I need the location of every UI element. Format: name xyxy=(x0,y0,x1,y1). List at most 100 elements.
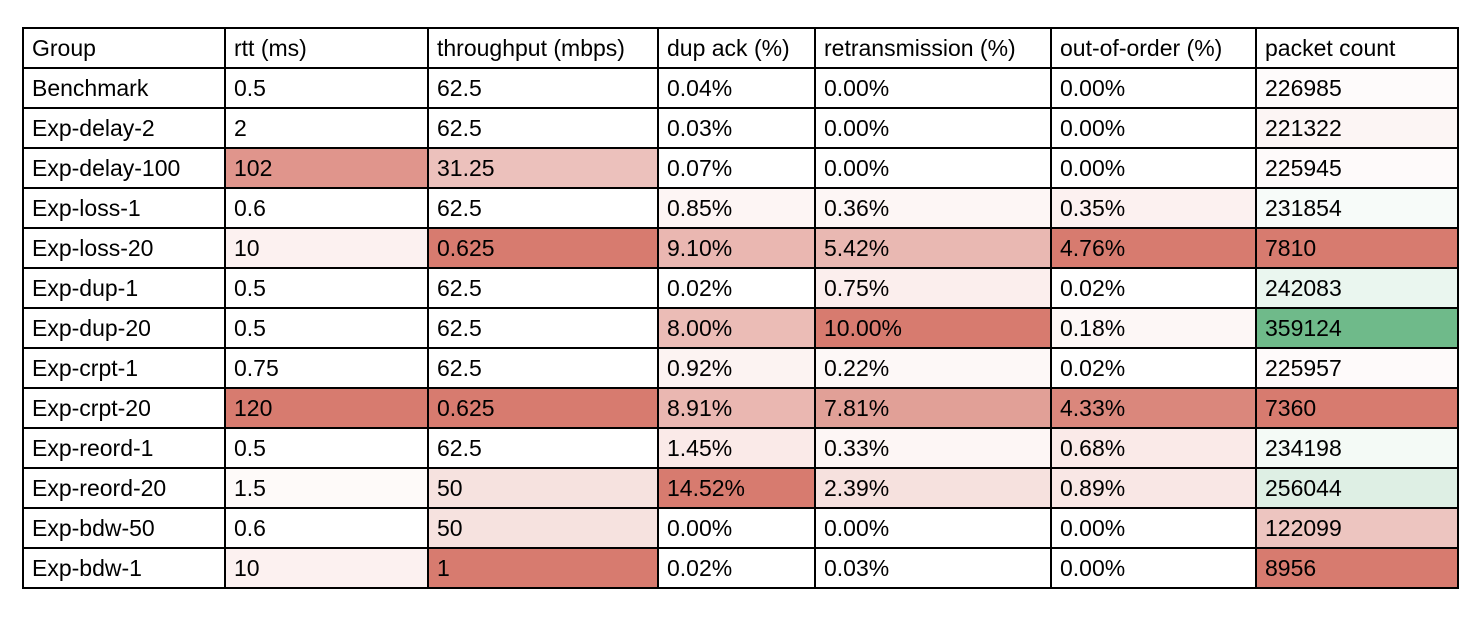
cell: 0.92% xyxy=(657,347,816,389)
data-row: Exp-dup-20 0.5 62.5 8.00% 10.00% 0.18% 359124 xyxy=(22,307,1459,349)
cell: Exp-loss-1 xyxy=(22,187,226,229)
cell: 8956 xyxy=(1255,547,1459,589)
data-row: Exp-dup-1 0.5 62.5 0.02% 0.75% 0.02% 242083 xyxy=(22,267,1459,309)
cell: 10 xyxy=(224,227,429,269)
cell: 31.25 xyxy=(427,147,659,189)
cell: 0.03% xyxy=(814,547,1052,589)
cell: 7810 xyxy=(1255,227,1459,269)
data-row: Exp-reord-20 1.5 50 14.52% 2.39% 0.89% 256044 xyxy=(22,467,1459,509)
data-row: Benchmark 0.5 62.5 0.04% 0.00% 0.00% 226985 xyxy=(22,67,1459,109)
data-row: Exp-crpt-20 120 0.625 8.91% 7.81% 4.33% 7360 xyxy=(22,387,1459,429)
cell: 0.00% xyxy=(1050,67,1257,109)
cell: Exp-reord-1 xyxy=(22,427,226,469)
cell: 0.6 xyxy=(224,187,429,229)
cell: 62.5 xyxy=(427,267,659,309)
cell: Exp-dup-1 xyxy=(22,267,226,309)
cell: 0.04% xyxy=(657,67,816,109)
cell: 122099 xyxy=(1255,507,1459,549)
header-cell: dup ack (%) xyxy=(657,27,816,69)
cell: Exp-delay-2 xyxy=(22,107,226,149)
cell: 0.625 xyxy=(427,387,659,429)
cell: 4.33% xyxy=(1050,387,1257,429)
cell: 0.5 xyxy=(224,267,429,309)
cell: 10.00% xyxy=(814,307,1052,349)
cell: 0.89% xyxy=(1050,467,1257,509)
header-cell: out-of-order (%) xyxy=(1050,27,1257,69)
cell: 242083 xyxy=(1255,267,1459,309)
cell: Exp-reord-20 xyxy=(22,467,226,509)
cell: 0.5 xyxy=(224,307,429,349)
header-cell: packet count xyxy=(1255,27,1459,69)
cell: 0.00% xyxy=(814,67,1052,109)
cell: 62.5 xyxy=(427,347,659,389)
cell: 1 xyxy=(427,547,659,589)
cell: 0.5 xyxy=(224,67,429,109)
cell: 50 xyxy=(427,507,659,549)
cell: Exp-crpt-1 xyxy=(22,347,226,389)
cell: 0.75 xyxy=(224,347,429,389)
cell: 0.5 xyxy=(224,427,429,469)
cell: 0.75% xyxy=(814,267,1052,309)
cell: 50 xyxy=(427,467,659,509)
cell: 1.45% xyxy=(657,427,816,469)
cell: 0.02% xyxy=(657,547,816,589)
cell: 2 xyxy=(224,107,429,149)
cell: 4.76% xyxy=(1050,227,1257,269)
cell: 234198 xyxy=(1255,427,1459,469)
cell: 0.00% xyxy=(1050,107,1257,149)
cell: 1.5 xyxy=(224,467,429,509)
cell: 120 xyxy=(224,387,429,429)
cell: 8.91% xyxy=(657,387,816,429)
cell: 0.68% xyxy=(1050,427,1257,469)
cell: 0.85% xyxy=(657,187,816,229)
cell: 14.52% xyxy=(657,467,816,509)
cell: 0.00% xyxy=(1050,147,1257,189)
cell: 0.03% xyxy=(657,107,816,149)
cell: Exp-dup-20 xyxy=(22,307,226,349)
cell: 62.5 xyxy=(427,67,659,109)
cell: 359124 xyxy=(1255,307,1459,349)
header-row: Group rtt (ms) throughput (mbps) dup ack (%… xyxy=(22,27,1459,69)
cell: 0.02% xyxy=(1050,347,1257,389)
cell: 0.36% xyxy=(814,187,1052,229)
cell: 9.10% xyxy=(657,227,816,269)
data-row: Exp-loss-20 10 0.625 9.10% 5.42% 4.76% 7810 xyxy=(22,227,1459,269)
data-row: Exp-loss-1 0.6 62.5 0.85% 0.36% 0.35% 231854 xyxy=(22,187,1459,229)
cell: 2.39% xyxy=(814,467,1052,509)
cell: 8.00% xyxy=(657,307,816,349)
cell: 0.18% xyxy=(1050,307,1257,349)
cell: Exp-bdw-50 xyxy=(22,507,226,549)
header-cell: Group xyxy=(22,27,226,69)
header-cell: throughput (mbps) xyxy=(427,27,659,69)
cell: 256044 xyxy=(1255,467,1459,509)
cell: 7.81% xyxy=(814,387,1052,429)
cell: 231854 xyxy=(1255,187,1459,229)
cell: 0.02% xyxy=(657,267,816,309)
cell: 0.00% xyxy=(814,107,1052,149)
cell: Exp-delay-100 xyxy=(22,147,226,189)
data-row: Exp-delay-2 2 62.5 0.03% 0.00% 0.00% 221322 xyxy=(22,107,1459,149)
cell: 221322 xyxy=(1255,107,1459,149)
data-row: Exp-delay-100 102 31.25 0.07% 0.00% 0.00% 2259… xyxy=(22,147,1459,189)
cell: 5.42% xyxy=(814,227,1052,269)
cell: 102 xyxy=(224,147,429,189)
cell: Exp-bdw-1 xyxy=(22,547,226,589)
data-row: Exp-crpt-1 0.75 62.5 0.92% 0.22% 0.02% 225957 xyxy=(22,347,1459,389)
cell: 0.07% xyxy=(657,147,816,189)
cell: Benchmark xyxy=(22,67,226,109)
cell: 62.5 xyxy=(427,427,659,469)
cell: 0.00% xyxy=(814,507,1052,549)
cell: 0.00% xyxy=(1050,507,1257,549)
table-wrap: Group rtt (ms) throughput (mbps) dup ack (%… xyxy=(22,27,1459,589)
cell: 225957 xyxy=(1255,347,1459,389)
data-row: Exp-bdw-1 10 1 0.02% 0.03% 0.00% 8956 xyxy=(22,547,1459,589)
data-row: Exp-reord-1 0.5 62.5 1.45% 0.33% 0.68% 234198 xyxy=(22,427,1459,469)
cell: 62.5 xyxy=(427,187,659,229)
cell: Exp-crpt-20 xyxy=(22,387,226,429)
cell: 62.5 xyxy=(427,307,659,349)
cell: Exp-loss-20 xyxy=(22,227,226,269)
cell: 0.22% xyxy=(814,347,1052,389)
data-row: Exp-bdw-50 0.6 50 0.00% 0.00% 0.00% 122099 xyxy=(22,507,1459,549)
cell: 225945 xyxy=(1255,147,1459,189)
table: Group rtt (ms) throughput (mbps) dup ack (%… xyxy=(22,27,1459,589)
